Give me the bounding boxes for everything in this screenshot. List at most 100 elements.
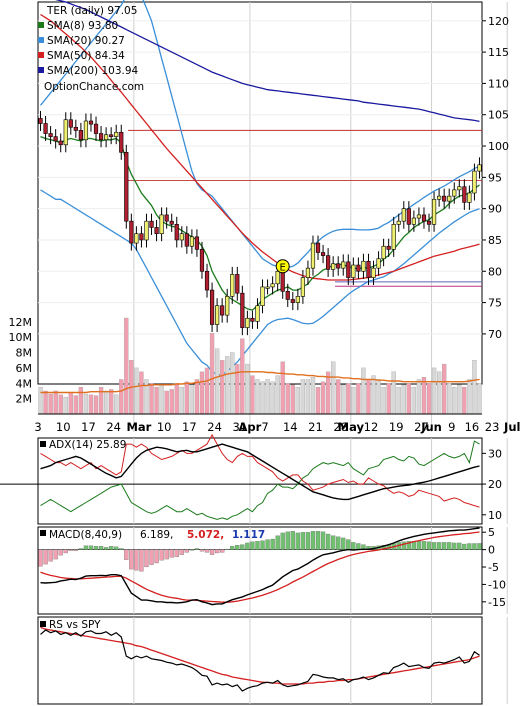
rs-panel: RS vs SPY <box>37 616 508 705</box>
volume-bar <box>184 381 189 415</box>
candle-body <box>341 261 346 269</box>
candle-body <box>315 242 321 253</box>
candle-body <box>58 140 63 146</box>
macd-histogram-bar <box>174 549 179 558</box>
candle-body <box>300 277 305 297</box>
macd-histogram-bar <box>436 542 442 550</box>
macd-histogram-bar <box>381 545 386 550</box>
x-tick-label: 31 <box>232 420 247 434</box>
volume-tick-label: 4M <box>16 377 33 390</box>
volume-bar <box>159 384 164 415</box>
macd-histogram-bar <box>235 545 240 550</box>
y-tick-label: 115 <box>488 46 509 59</box>
candle-body <box>421 214 427 222</box>
candle-body <box>179 233 184 241</box>
candle-body <box>351 264 356 278</box>
legend-swatch <box>40 441 46 447</box>
y-tick-label: 110 <box>488 77 509 90</box>
macd-histogram-bar <box>98 546 104 550</box>
macd-histogram-bar <box>457 542 462 550</box>
candle-body <box>416 214 422 219</box>
price-legend: TER (daily) 97.05 SMA(8) 93.80 SMA(20) 90.… <box>38 5 144 93</box>
candle-body <box>396 220 401 225</box>
macd-histogram-bar <box>300 532 306 550</box>
macd-histogram-bar <box>164 549 169 560</box>
macd-histogram-bar <box>452 542 457 550</box>
candle-body <box>280 270 285 292</box>
candle-body <box>114 131 119 137</box>
volume-bar <box>376 379 381 415</box>
volume-bar <box>325 371 331 415</box>
y-tick-label: 85 <box>488 234 502 247</box>
candle-body <box>93 123 99 134</box>
volume-bar <box>250 375 255 415</box>
macd-histogram-bar <box>351 542 356 550</box>
candle-body <box>220 305 225 316</box>
volume-bar <box>230 352 235 415</box>
volume-bar <box>447 383 452 415</box>
macd-histogram-bar <box>325 533 331 550</box>
macd-histogram-bar <box>255 541 260 550</box>
candle-body <box>361 260 366 272</box>
volume-bar <box>356 383 361 415</box>
candle-body <box>73 126 78 131</box>
volume-bar <box>88 394 94 415</box>
macd-histogram-bar <box>73 549 78 551</box>
y-tick-label: 0 <box>488 544 495 557</box>
macd-histogram-bar <box>204 549 210 553</box>
macd-histogram-bar <box>129 549 134 570</box>
macd-histogram-bar <box>93 546 99 550</box>
macd-histogram-bar <box>144 549 149 568</box>
macd-histogram-bar <box>63 549 68 554</box>
candle-body <box>376 258 381 269</box>
y-tick-label: 70 <box>488 328 502 341</box>
volume-bar <box>436 371 442 415</box>
candle-body <box>164 214 169 222</box>
macd-legend-signal: 5.072, <box>187 529 224 541</box>
macd-histogram-bar <box>58 549 63 556</box>
volume-bar <box>331 361 336 415</box>
macd-histogram-bar <box>53 549 58 560</box>
macd-histogram-bar <box>48 549 53 562</box>
macd-histogram-bar <box>194 548 200 550</box>
volume-average-line <box>40 371 480 394</box>
price-plot-area <box>37 1 483 385</box>
candle-body <box>98 133 104 141</box>
volume-bar <box>371 375 376 415</box>
candle-body <box>129 220 134 244</box>
volume-tick-label: 10M <box>9 331 33 344</box>
candle-body <box>386 245 391 250</box>
volume-bar <box>78 386 84 415</box>
legend-entry: SMA(20) 90.27 <box>47 35 125 47</box>
volume-bar <box>381 386 386 415</box>
volume-bar <box>467 379 472 415</box>
volume-bar <box>169 389 174 415</box>
candle-body <box>240 292 245 328</box>
candle-body <box>230 274 235 297</box>
macd-histogram-bar <box>310 531 316 550</box>
macd-histogram-bar <box>290 531 295 550</box>
volume-bar <box>265 379 270 415</box>
candle-body <box>194 236 200 250</box>
adx-line <box>40 443 480 501</box>
macd-histogram-bar <box>421 541 427 550</box>
sma50-line <box>40 13 480 281</box>
volume-bar <box>457 384 462 415</box>
volume-bar <box>275 375 280 415</box>
volume-bar <box>391 371 396 415</box>
macd-histogram-bar <box>154 549 159 564</box>
candle-body <box>199 249 205 272</box>
volume-bar <box>204 367 210 415</box>
macd-histogram-bar <box>199 549 205 552</box>
candle-body <box>189 236 194 247</box>
candle-body <box>43 123 48 134</box>
x-tick-label: Jun <box>420 420 442 434</box>
candle-body <box>437 195 442 200</box>
volume-panel: 2M 4M 6M 8M 10M 12M <box>9 316 482 415</box>
macd-histogram-bar <box>83 545 89 550</box>
volume-tick-label: 8M <box>16 347 33 360</box>
volume-bar <box>209 333 215 415</box>
y-tick-label: 90 <box>488 203 502 216</box>
candle-body <box>431 198 437 225</box>
macd-histogram-bar <box>230 546 235 550</box>
